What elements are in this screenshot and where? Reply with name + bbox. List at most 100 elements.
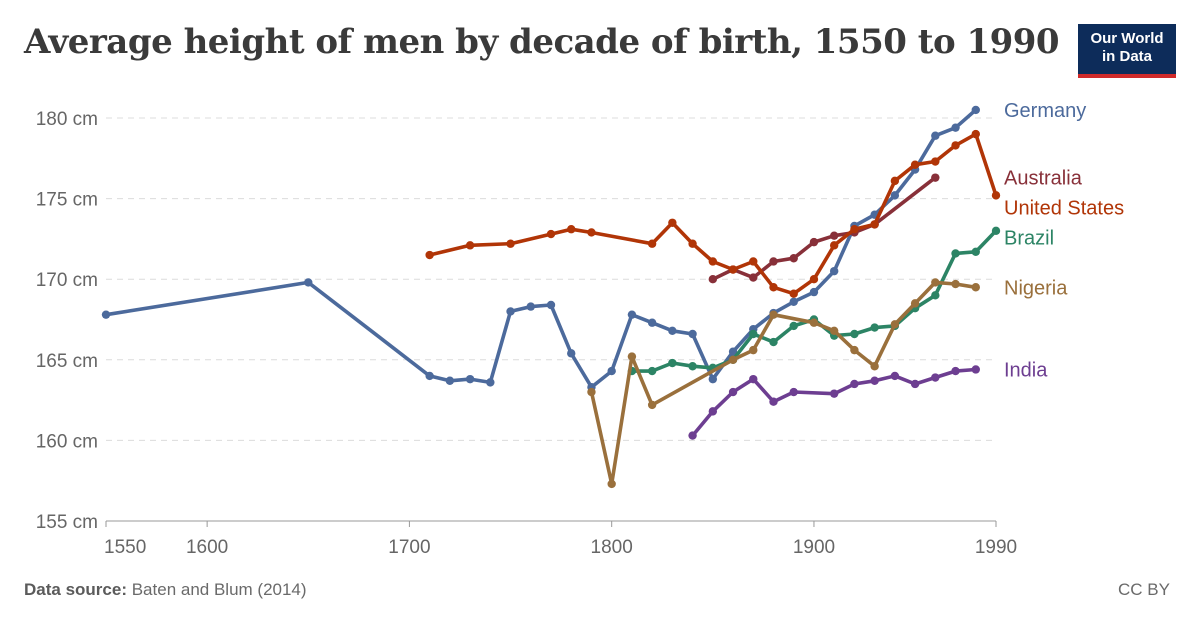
data-point-germany[interactable] <box>951 123 960 132</box>
data-point-brazil[interactable] <box>749 329 758 339</box>
data-point-india[interactable] <box>910 379 920 389</box>
data-point-united-states[interactable] <box>708 257 718 266</box>
data-point-united-states[interactable] <box>749 257 758 266</box>
data-point-united-states[interactable] <box>931 157 940 166</box>
data-point-united-states[interactable] <box>991 191 1001 200</box>
data-point-germany[interactable] <box>890 191 900 200</box>
data-point-united-states[interactable] <box>951 141 960 150</box>
series-label-united-states[interactable]: United States <box>1004 198 1124 220</box>
series-label-germany[interactable]: Germany <box>1004 100 1086 122</box>
data-point-brazil[interactable] <box>668 358 677 368</box>
data-point-germany[interactable] <box>101 310 111 319</box>
series-line-germany[interactable] <box>104 108 978 389</box>
data-point-australia[interactable] <box>769 257 778 266</box>
data-point-nigeria[interactable] <box>647 400 657 410</box>
data-point-germany[interactable] <box>486 378 495 387</box>
data-point-australia[interactable] <box>708 275 718 284</box>
data-point-india[interactable] <box>870 376 879 385</box>
data-point-nigeria[interactable] <box>749 345 758 355</box>
data-point-india[interactable] <box>971 365 980 374</box>
data-point-india[interactable] <box>850 379 859 389</box>
data-point-brazil[interactable] <box>991 226 1001 236</box>
data-point-brazil[interactable] <box>971 247 980 256</box>
data-point-united-states[interactable] <box>587 228 596 237</box>
data-point-brazil[interactable] <box>769 337 778 347</box>
data-point-united-states[interactable] <box>850 225 859 234</box>
data-point-united-states[interactable] <box>809 275 819 284</box>
data-point-germany[interactable] <box>971 105 980 115</box>
data-point-germany[interactable] <box>809 287 819 297</box>
data-point-germany[interactable] <box>465 374 475 384</box>
series-line-united-states[interactable] <box>427 132 998 296</box>
series-label-india[interactable]: India <box>1004 359 1048 381</box>
data-point-nigeria[interactable] <box>951 279 960 289</box>
data-point-united-states[interactable] <box>506 239 515 248</box>
data-point-united-states[interactable] <box>910 160 920 169</box>
series-brazil[interactable] <box>627 226 1001 376</box>
data-point-germany[interactable] <box>688 329 697 339</box>
data-point-germany[interactable] <box>627 310 637 319</box>
series-line-nigeria[interactable] <box>589 280 978 486</box>
data-point-germany[interactable] <box>668 326 677 335</box>
data-point-united-states[interactable] <box>728 265 738 274</box>
data-point-united-states[interactable] <box>971 129 980 139</box>
series-label-australia[interactable]: Australia <box>1004 168 1083 190</box>
data-point-germany[interactable] <box>546 300 556 310</box>
data-point-germany[interactable] <box>829 266 839 276</box>
data-point-australia[interactable] <box>829 231 839 240</box>
data-point-india[interactable] <box>951 366 960 376</box>
data-point-brazil[interactable] <box>688 362 697 371</box>
data-point-germany[interactable] <box>445 376 455 385</box>
data-point-india[interactable] <box>789 387 798 397</box>
data-point-germany[interactable] <box>526 302 535 311</box>
data-point-brazil[interactable] <box>870 323 879 332</box>
series-line-brazil[interactable] <box>630 229 998 373</box>
data-point-germany[interactable] <box>728 347 738 356</box>
data-point-brazil[interactable] <box>931 291 940 300</box>
data-point-united-states[interactable] <box>647 239 657 248</box>
data-point-united-states[interactable] <box>668 218 677 227</box>
data-point-nigeria[interactable] <box>910 299 920 308</box>
data-point-germany[interactable] <box>607 366 616 376</box>
data-point-brazil[interactable] <box>850 329 859 339</box>
data-point-nigeria[interactable] <box>769 310 778 319</box>
data-point-nigeria[interactable] <box>607 479 616 489</box>
data-point-germany[interactable] <box>304 278 313 287</box>
data-point-germany[interactable] <box>567 349 576 358</box>
data-point-india[interactable] <box>829 389 839 398</box>
data-point-united-states[interactable] <box>769 283 778 292</box>
data-point-nigeria[interactable] <box>627 352 637 361</box>
series-india[interactable] <box>688 365 980 440</box>
data-point-united-states[interactable] <box>829 241 839 250</box>
data-point-brazil[interactable] <box>647 366 657 376</box>
data-point-united-states[interactable] <box>890 176 900 186</box>
data-point-nigeria[interactable] <box>971 283 980 292</box>
data-point-united-states[interactable] <box>567 225 576 234</box>
data-point-united-states[interactable] <box>546 229 556 239</box>
data-point-germany[interactable] <box>708 374 718 384</box>
data-point-nigeria[interactable] <box>850 345 859 355</box>
data-point-united-states[interactable] <box>870 220 879 229</box>
data-point-nigeria[interactable] <box>809 318 819 327</box>
data-point-united-states[interactable] <box>465 241 475 250</box>
data-point-united-states[interactable] <box>789 289 798 298</box>
data-point-india[interactable] <box>890 371 900 381</box>
data-point-india[interactable] <box>749 374 758 384</box>
data-point-india[interactable] <box>728 387 738 397</box>
data-point-india[interactable] <box>769 397 778 406</box>
data-point-germany[interactable] <box>425 371 434 381</box>
data-point-germany[interactable] <box>647 318 657 327</box>
data-point-nigeria[interactable] <box>890 320 900 329</box>
series-label-nigeria[interactable]: Nigeria <box>1004 277 1068 299</box>
license[interactable]: CC BY <box>1118 580 1170 599</box>
data-point-nigeria[interactable] <box>587 387 596 397</box>
data-point-united-states[interactable] <box>425 250 434 260</box>
series-germany[interactable] <box>101 105 980 392</box>
data-point-nigeria[interactable] <box>931 278 940 287</box>
series-united-states[interactable] <box>425 129 1001 298</box>
data-point-india[interactable] <box>931 373 940 382</box>
data-point-australia[interactable] <box>789 254 798 263</box>
data-point-brazil[interactable] <box>789 321 798 331</box>
data-point-united-states[interactable] <box>688 239 697 248</box>
data-point-germany[interactable] <box>506 307 515 316</box>
